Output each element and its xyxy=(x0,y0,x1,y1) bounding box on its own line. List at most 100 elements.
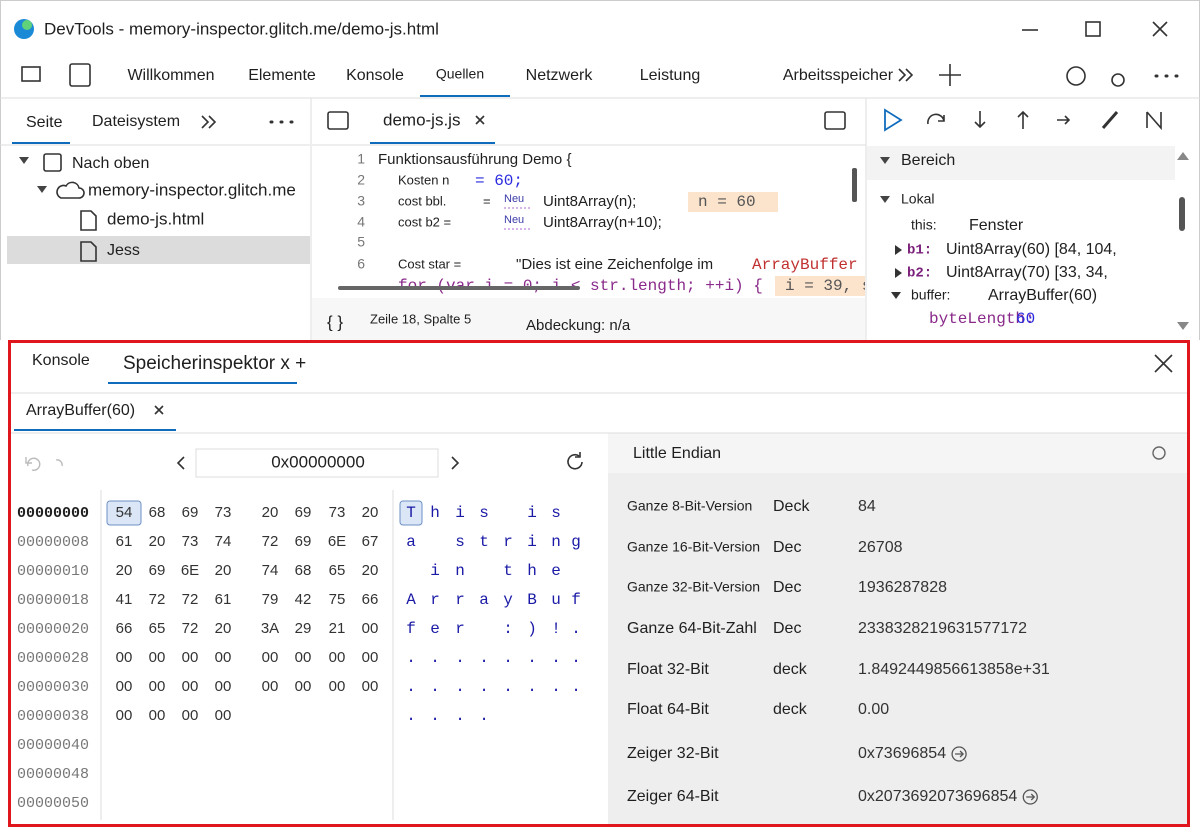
ascii-char: t xyxy=(503,562,513,580)
byte: 69 xyxy=(182,504,199,521)
byte: 00 xyxy=(362,649,379,666)
tab[interactable]: Quellen xyxy=(436,66,484,82)
redo[interactable] xyxy=(55,459,63,467)
tab[interactable]: Elemente xyxy=(248,67,316,84)
add-tab[interactable] xyxy=(939,64,961,86)
tab[interactable]: Konsole xyxy=(346,67,404,84)
undo[interactable] xyxy=(25,457,41,471)
value: 1936287828 xyxy=(858,579,947,596)
byte: 00 xyxy=(362,620,379,637)
byte: 69 xyxy=(295,533,312,550)
inspect-icon[interactable] xyxy=(21,66,41,82)
ascii-char: . xyxy=(503,649,513,667)
pretty-print[interactable]: { } xyxy=(327,312,343,331)
value-mode: Deck xyxy=(773,498,810,515)
drawer-tab[interactable]: Konsole xyxy=(32,352,90,369)
tab[interactable]: Netzwerk xyxy=(526,67,594,84)
byte: 68 xyxy=(295,562,312,579)
inline-value-bg xyxy=(688,192,778,212)
code-area: 1 2 3 4 5 6 Funktionsausführung Demo {Kosten n… xyxy=(357,151,865,296)
device-icon[interactable] xyxy=(69,63,91,87)
tab[interactable]: Arbeitsspeicher xyxy=(783,67,894,84)
editor-tab[interactable]: demo-js.js xyxy=(383,110,460,129)
ascii-char: r xyxy=(430,591,440,609)
next-page[interactable] xyxy=(451,456,460,470)
scope-header[interactable]: Bereich xyxy=(901,152,955,169)
jump-to-address[interactable] xyxy=(951,746,967,762)
address-input[interactable]: 0x00000000 xyxy=(271,452,365,471)
step[interactable] xyxy=(1057,115,1071,125)
step-into[interactable] xyxy=(974,111,986,129)
byte: 66 xyxy=(116,620,133,637)
refresh[interactable] xyxy=(567,452,583,470)
toggle-nav[interactable] xyxy=(327,111,349,130)
scope-local[interactable]: Lokal xyxy=(901,191,934,207)
nav-more[interactable] xyxy=(201,115,217,129)
jump-to-address[interactable] xyxy=(1022,789,1038,805)
deactivate[interactable] xyxy=(1101,111,1119,129)
byte: 67 xyxy=(362,533,379,550)
byte: 00 xyxy=(329,678,346,695)
more-tabs[interactable] xyxy=(898,68,914,82)
value: 0x2073692073696854 xyxy=(858,788,1017,805)
resume[interactable] xyxy=(884,108,903,132)
cloud-icon xyxy=(56,181,85,199)
scope-value: 60 xyxy=(1016,310,1035,328)
ascii-char: i xyxy=(455,504,465,522)
highlight-frame xyxy=(8,340,1190,827)
row-address: 00000040 xyxy=(17,737,89,754)
pause-exceptions[interactable] xyxy=(1146,111,1162,131)
ascii-char: . xyxy=(571,678,581,696)
code-token: Neu xyxy=(504,193,524,205)
ascii-char: . xyxy=(455,707,465,725)
prev-page[interactable] xyxy=(176,456,185,470)
tab[interactable]: Willkommen xyxy=(127,67,214,84)
feedback[interactable] xyxy=(1111,73,1125,87)
close-drawer[interactable] xyxy=(1154,354,1173,373)
byte: 72 xyxy=(182,591,199,608)
maximize[interactable] xyxy=(1085,21,1101,37)
value-type: Float 64-Bit xyxy=(627,701,709,718)
drawer-tab[interactable]: Speicherinspektor x + xyxy=(123,353,306,374)
byte: 20 xyxy=(362,562,379,579)
endianness[interactable]: Little Endian xyxy=(633,445,721,462)
value-type: Zeiger 64-Bit xyxy=(627,788,719,805)
ascii-char: B xyxy=(527,591,537,609)
nav-tab[interactable]: Seite xyxy=(26,114,63,131)
row-address: 00000018 xyxy=(17,592,89,609)
close-window[interactable] xyxy=(1152,21,1168,37)
address-box[interactable] xyxy=(195,448,439,478)
ascii-char: ! xyxy=(551,620,561,638)
step-out[interactable] xyxy=(1017,110,1029,129)
tab[interactable]: Leistung xyxy=(640,67,701,84)
ascii-char: . xyxy=(430,649,440,667)
tree-item[interactable]: memory-inspector.glitch.me xyxy=(88,180,296,199)
byte: 00 xyxy=(215,707,232,724)
tree-item[interactable]: Jess xyxy=(107,242,140,259)
value: 2338328219631577172 xyxy=(858,620,1027,637)
byte: 00 xyxy=(149,678,166,695)
byte: 20 xyxy=(116,562,133,579)
byte: 20 xyxy=(362,504,379,521)
close-buffer[interactable] xyxy=(154,405,164,415)
ascii-char: a xyxy=(479,591,489,609)
value-type: Ganze 16-Bit-Version xyxy=(627,539,760,555)
row-address: 00000028 xyxy=(17,650,89,667)
ascii-char: a xyxy=(406,533,416,551)
buffer-tab[interactable]: ArrayBuffer(60) xyxy=(26,402,135,419)
settings[interactable] xyxy=(1066,66,1086,86)
byte: 00 xyxy=(182,649,199,666)
byte: 41 xyxy=(116,591,133,608)
tree-item[interactable]: demo-js.html xyxy=(107,209,204,228)
nav-tab[interactable]: Dateisystem xyxy=(92,113,180,130)
inspector-settings[interactable] xyxy=(1152,446,1166,460)
byte: 20 xyxy=(215,562,232,579)
ascii-char: T xyxy=(406,504,416,522)
code-token: = xyxy=(483,193,491,208)
close-file[interactable] xyxy=(475,115,485,125)
ascii-char: . xyxy=(479,707,489,725)
value: 1.8492449856613858e+31 xyxy=(858,661,1050,678)
tree-item[interactable]: Nach oben xyxy=(72,155,149,172)
step-over[interactable] xyxy=(927,113,945,125)
toggle-debugger[interactable] xyxy=(824,111,846,130)
